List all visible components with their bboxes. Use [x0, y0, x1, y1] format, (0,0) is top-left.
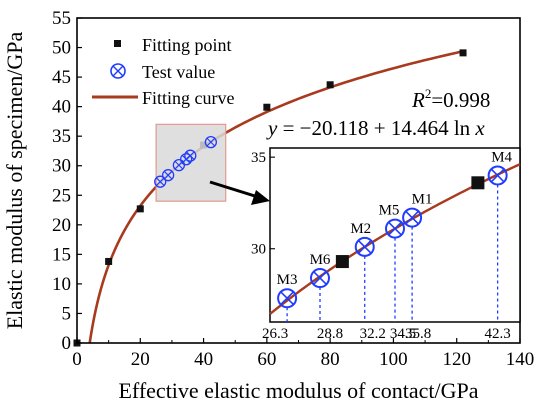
- y-tick-label: 50: [52, 38, 71, 59]
- zoom-arrow: [209, 180, 270, 205]
- inset-y-tick-label: 30: [251, 242, 266, 258]
- inset-zoom-plot: 30 35 M3 26.3 M6 28.8 M2 32.2 M5 34.5 M1 35.8 M4 42.3: [251, 147, 521, 342]
- inset-test-cross: [280, 291, 294, 306]
- inset-test-point: [487, 165, 508, 186]
- inset-test-cross: [490, 168, 505, 183]
- inset-test-cross: [357, 240, 372, 254]
- inset-test-cross: [405, 210, 419, 225]
- inset-fitting-point: [335, 255, 349, 269]
- axes: 0 20 40 60 80 100 120 140 0 5 10 15 20 25 30 35 40 45 50 55: [52, 8, 534, 370]
- inset-point-label: M4: [491, 149, 512, 165]
- test-value-cross: [163, 170, 173, 180]
- test-value-point: [204, 135, 217, 149]
- y-tick-label: 15: [52, 244, 71, 265]
- y-tick-label: 20: [52, 215, 71, 236]
- y-axis-label: Elastic modulus of specimen/GPa: [2, 31, 27, 329]
- inset-test-cross: [388, 221, 402, 236]
- test-value-cross: [185, 151, 195, 161]
- y-tick-label: 30: [52, 156, 71, 177]
- y-tick-label: 0: [62, 333, 72, 354]
- fitting-point: [326, 81, 334, 89]
- inset-value-label: 35.8: [405, 326, 431, 342]
- inset-frame: [269, 147, 521, 323]
- x-tick-label: 100: [379, 349, 408, 370]
- fitting-point: [136, 205, 144, 213]
- inset-y-tick-label: 35: [251, 150, 266, 166]
- inset-point-label: M5: [379, 203, 400, 219]
- inset-value-label: 34.5: [390, 326, 416, 342]
- legend-test-value-marker: [110, 63, 126, 79]
- test-value-point: [161, 169, 175, 182]
- legend-label-test-value: Test value: [142, 62, 215, 82]
- test-value-point: [172, 158, 186, 172]
- inset-test-point: [354, 236, 375, 257]
- y-tick-label: 5: [62, 303, 72, 324]
- inset-test-cross: [313, 271, 327, 285]
- y-tick-label: 35: [52, 126, 71, 147]
- x-tick-label: 40: [194, 349, 213, 370]
- test-value-point: [180, 153, 193, 166]
- test-value-point: [184, 149, 197, 162]
- inset-value-label: 32.2: [360, 326, 386, 342]
- x-axis-label: Effective elastic modulus of contact/GPa: [118, 378, 478, 403]
- y-tick-label: 45: [52, 67, 71, 88]
- inset-point-label: M1: [412, 192, 433, 208]
- x-tick-label: 0: [72, 349, 82, 370]
- x-tick-label: 140: [506, 349, 535, 370]
- inset-test-point: [310, 268, 330, 289]
- fitting-point: [459, 49, 467, 57]
- inset-point-label: M2: [350, 221, 371, 237]
- x-tick-label: 60: [257, 349, 276, 370]
- y-tick-label: 40: [52, 97, 71, 118]
- fitting-curve: [88, 50, 464, 344]
- inset-fitting-point: [471, 176, 485, 190]
- legend: Fitting point Test value Fitting curve: [92, 35, 235, 108]
- r-squared-annotation: R2=0.998: [411, 86, 490, 112]
- test-value-cross: [155, 177, 165, 187]
- inset-test-point: [402, 207, 423, 228]
- fitting-point: [263, 103, 271, 111]
- y-tick-label: 55: [52, 8, 71, 29]
- fitting-point: [105, 257, 113, 265]
- legend-label-fitting-point: Fitting point: [142, 35, 232, 55]
- legend-label-fitting-curve: Fitting curve: [142, 88, 235, 108]
- inset-test-point: [277, 288, 298, 309]
- legend-fitting-point-marker: [114, 40, 121, 47]
- test-value-cross: [206, 137, 216, 147]
- test-markers: [154, 135, 217, 188]
- y-tick-label: 25: [52, 185, 71, 206]
- inset-value-label: 42.3: [485, 326, 511, 342]
- inset-value-label: 26.3: [262, 326, 288, 342]
- y-tick-label: 10: [52, 274, 71, 295]
- inset-point-label: M6: [310, 252, 331, 268]
- x-tick-label: 80: [321, 349, 340, 370]
- test-value-point: [154, 175, 167, 188]
- inset-test-point: [385, 218, 405, 239]
- inset-value-label: 28.8: [317, 326, 343, 342]
- x-tick-label: 20: [131, 349, 150, 370]
- x-tick-label: 120: [442, 349, 471, 370]
- legend-test-value-cross-b: [112, 65, 124, 77]
- fit-equation-annotation: y = −20.118 + 14.464 ln x: [266, 116, 485, 140]
- inset-point-label: M3: [277, 272, 298, 288]
